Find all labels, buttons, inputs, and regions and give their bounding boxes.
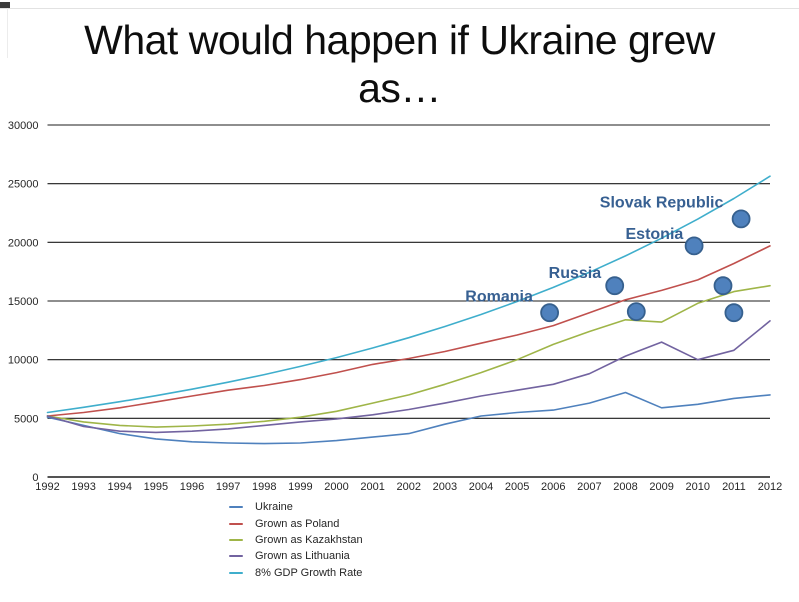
x-tick-label: 2012 [758, 481, 782, 493]
scatter-point [713, 276, 733, 296]
scatter-point [540, 303, 559, 323]
y-tick-label: 5000 [14, 413, 38, 425]
x-tick-label: 1996 [180, 481, 204, 493]
series-line-ukraine [46, 391, 771, 445]
x-tick-label: 1993 [71, 481, 95, 493]
corner-mark [0, 2, 10, 8]
left-edge-line [7, 8, 8, 58]
x-tick-label: 2006 [541, 481, 565, 493]
legend-item-grown-as-poland: Grown as Poland [229, 515, 363, 531]
legend-item-ukraine: Ukraine [229, 499, 363, 515]
x-tick-label: 2002 [397, 481, 421, 493]
x-tick-label: 2008 [613, 481, 637, 493]
legend-swatch-grown-as-lithuania [229, 555, 243, 558]
scatter-point [724, 303, 744, 323]
chart-legend: Ukraine Grown as Poland Grown as Kazakhsta… [229, 499, 363, 581]
x-tick-label: 2005 [505, 481, 529, 493]
legend-item-grown-as-lithuania: Grown as Lithuania [229, 548, 363, 564]
x-tick-label: 2010 [686, 481, 710, 493]
y-tick-label: 25000 [8, 179, 39, 191]
legend-label: Grown as Lithuania [255, 550, 350, 563]
annotation-slovak-republic: Slovak Republic [600, 194, 724, 211]
x-tick-label: 1998 [252, 481, 276, 493]
x-tick-label: 2003 [433, 481, 457, 493]
legend-label: 8% GDP Growth Rate [255, 566, 363, 579]
x-tick-label: 2000 [324, 481, 348, 493]
scatter-point [605, 276, 625, 296]
legend-swatch-grown-as-poland [229, 522, 243, 525]
x-tick-label: 2011 [722, 481, 746, 493]
title-line-1: What would happen if Ukraine grew [84, 17, 715, 63]
x-tick-label: 2001 [360, 481, 384, 493]
x-tick-label: 1997 [216, 481, 240, 493]
top-edge-line [0, 8, 799, 9]
annotation-romania: Romania [465, 288, 533, 305]
series-line-8-gdp-growth-rate [46, 175, 771, 414]
scatter-point [684, 236, 704, 256]
x-tick-label: 1999 [288, 481, 312, 493]
x-tick-label: 2007 [577, 481, 601, 493]
x-tick-label: 1994 [108, 481, 132, 493]
legend-swatch-8-gdp-growth-rate [229, 571, 243, 574]
scatter-point [626, 302, 646, 322]
legend-swatch-grown-as-kazakhstan [229, 538, 243, 541]
legend-label: Ukraine [255, 501, 293, 514]
x-tick-label: 1995 [144, 481, 168, 493]
legend-swatch-ukraine [229, 506, 243, 509]
series-line-grown-as-kazakhstan [46, 284, 771, 428]
y-tick-label: 30000 [8, 120, 39, 132]
legend-label: Grown as Kazakhstan [255, 533, 363, 546]
annotation-estonia: Estonia [626, 226, 684, 243]
legend-label: Grown as Poland [255, 517, 340, 530]
series-line-grown-as-lithuania [46, 320, 771, 434]
title-line-2: as… [358, 65, 441, 112]
legend-item-8-gdp-growth-rate: 8% GDP Growth Rate [229, 565, 363, 581]
annotation-russia: Russia [549, 265, 602, 282]
y-tick-label: 15000 [8, 296, 39, 308]
x-tick-label: 2004 [469, 481, 493, 493]
y-tick-label: 10000 [8, 355, 39, 367]
legend-item-grown-as-kazakhstan: Grown as Kazakhstan [229, 532, 363, 548]
x-tick-label: 2009 [649, 481, 673, 493]
series-line-grown-as-poland [46, 245, 771, 417]
y-tick-label: 20000 [8, 237, 39, 249]
scatter-point [731, 209, 751, 229]
y-tick-label: 0 [32, 472, 38, 484]
x-tick-label: 1992 [35, 481, 59, 493]
page-title: What would happen if Ukraine grew as… [0, 16, 799, 113]
